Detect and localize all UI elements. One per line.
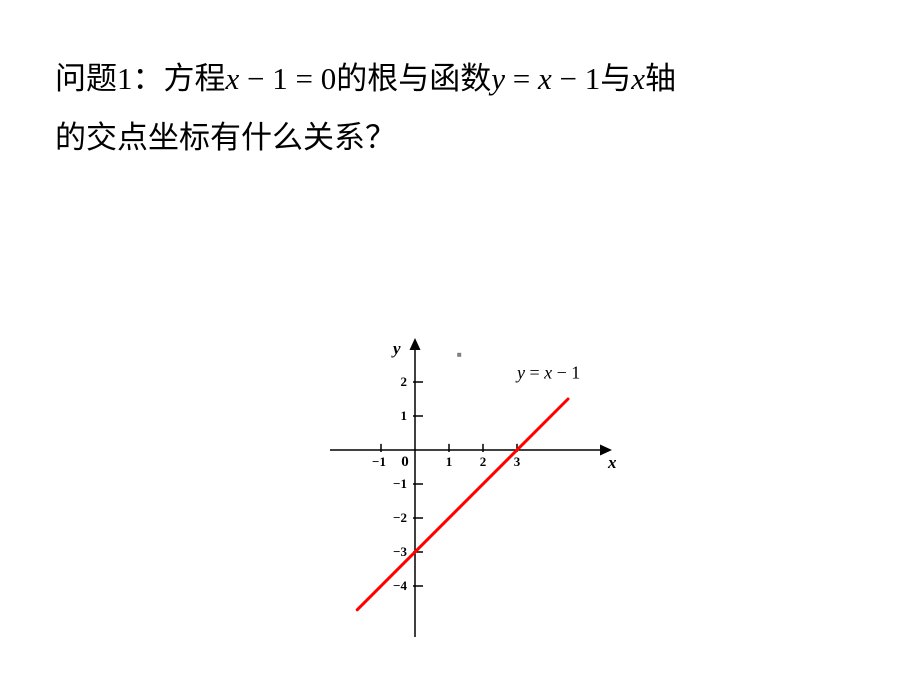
- svg-text:0: 0: [401, 454, 409, 470]
- svg-text:−1: −1: [393, 476, 407, 491]
- q-eq2-eq: =: [505, 61, 538, 96]
- svg-text:−2: −2: [393, 510, 407, 525]
- svg-text:y = x − 1: y = x − 1: [515, 363, 580, 383]
- svg-text:−3: −3: [393, 544, 407, 559]
- q-mid3: 轴: [645, 61, 676, 96]
- q-axis-var: x: [631, 61, 645, 96]
- svg-text:3: 3: [514, 454, 521, 469]
- q-prefix1: 方程: [164, 61, 226, 96]
- q-eq1-suffix: − 1 = 0: [239, 61, 336, 96]
- chart-container: −1 1 2 3 1 2 −1 −2 −3 −4 0 x y y = x − 1: [265, 300, 625, 660]
- q-mid1: 的根与函数: [336, 61, 491, 96]
- svg-text:−1: −1: [372, 454, 386, 469]
- svg-text:y: y: [391, 339, 401, 358]
- svg-text:2: 2: [480, 454, 487, 469]
- q-eq2-lhs: y: [491, 61, 505, 96]
- question-label: 问题1：: [55, 61, 164, 96]
- q-eq2-rhs-suffix: − 1: [552, 61, 600, 96]
- chart-svg: −1 1 2 3 1 2 −1 −2 −3 −4 0 x y y = x − 1: [265, 300, 625, 660]
- svg-text:1: 1: [401, 408, 408, 423]
- svg-text:x: x: [607, 453, 617, 472]
- q-mid2: 与: [600, 61, 631, 96]
- svg-text:−4: −4: [393, 578, 407, 593]
- svg-text:1: 1: [446, 454, 453, 469]
- q-line2: 的交点坐标有什么关系？: [55, 120, 396, 155]
- svg-text:2: 2: [401, 374, 408, 389]
- q-eq1-var: x: [226, 61, 240, 96]
- q-eq2-rhs-var: x: [538, 61, 552, 96]
- question-block: 问题1：方程x − 1 = 0的根与函数y = x − 1与x轴 的交点坐标有什…: [55, 50, 865, 168]
